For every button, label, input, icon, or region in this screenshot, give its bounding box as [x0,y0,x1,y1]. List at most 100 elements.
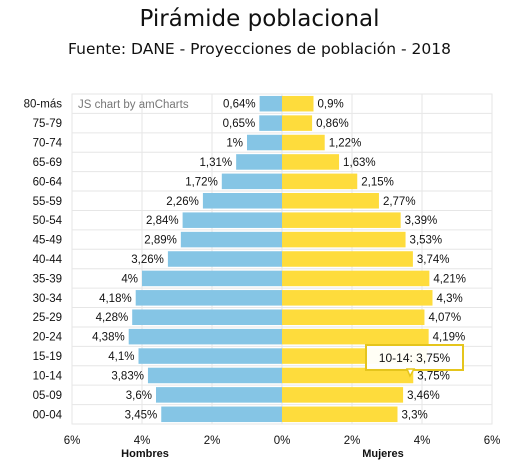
value-label-mujeres: 4,07% [428,312,461,324]
bar-mujeres[interactable] [282,270,430,287]
category-label: 35-39 [33,273,62,285]
bar-hombres[interactable] [142,270,282,287]
bar-hombres[interactable] [259,95,282,112]
bar-mujeres[interactable] [282,328,429,345]
chart-subtitle: Fuente: DANE - Proyecciones de población… [68,40,451,58]
bar-mujeres[interactable] [282,95,314,112]
bar-mujeres[interactable] [282,367,414,384]
bar-hombres[interactable] [247,134,282,151]
bar-mujeres[interactable] [282,309,425,325]
value-label-hombres: 2,26% [166,196,199,208]
category-label: 15-19 [33,351,62,363]
bar-mujeres[interactable] [282,406,398,423]
bar-mujeres[interactable] [282,173,358,190]
category-labels: 80-más 75-79 70-74 65-69 60-64 55-59 50-54 45-4… [24,99,63,422]
bar-hombres[interactable] [147,367,282,384]
category-label: 20-24 [33,332,63,344]
value-label-hombres: 4,1% [108,351,134,363]
value-label-mujeres: 3,75% [417,370,450,382]
bar-mujeres[interactable] [282,212,401,228]
value-labels: 0,64% 0,9% 0,65% 0,86% 1% 1,22% 1,31% 1,63% 1,72… [92,99,466,422]
x-tick-label: 6% [484,435,501,447]
value-label-mujeres: 1,22% [329,138,362,150]
category-label: 05-09 [33,390,62,402]
bar-hombres[interactable] [132,309,282,325]
category-label: 55-59 [33,196,62,208]
value-label-hombres: 3,26% [131,254,164,266]
bar-hombres[interactable] [135,290,282,306]
legend-hombres: Hombres [121,448,169,460]
bar-hombres[interactable] [202,193,282,209]
bar-mujeres[interactable] [282,251,413,267]
category-label: 65-69 [33,157,62,169]
chart-credit[interactable]: JS chart by amCharts [78,99,189,111]
bar-hombres[interactable] [138,348,283,364]
bar-hombres[interactable] [259,115,282,131]
value-label-mujeres: 1,63% [343,157,376,169]
value-label-hombres: 4,18% [99,293,132,305]
bar-hombres[interactable] [236,154,282,170]
bar-mujeres[interactable] [282,290,433,306]
category-label: 30-34 [33,293,63,305]
x-tick-labels: 6% 4% 2% 0% 2% 4% 6% [64,435,501,447]
category-label: 25-29 [33,312,62,324]
x-tick-label: 4% [414,435,431,447]
bar-mujeres[interactable] [282,154,340,170]
tooltip-box [365,344,464,371]
value-label-mujeres: 3,74% [417,254,450,266]
bar-hombres[interactable] [156,387,282,403]
value-label-mujeres: 3,3% [402,409,428,421]
bar-mujeres[interactable] [282,134,325,151]
category-label: 10-14 [33,370,63,382]
value-label-mujeres: 4,21% [433,273,466,285]
x-tick-label: 2% [344,435,361,447]
category-label: 75-79 [33,118,62,130]
value-label-mujeres: 4,19% [433,332,466,344]
tooltip: 10-14: 3,75% [365,344,464,378]
value-label-mujeres: 4,3% [437,293,463,305]
value-label-hombres: 3,45% [125,409,158,421]
tooltip-text: 10-14: 3,75% [379,351,451,365]
x-tick-label: 0% [274,435,291,447]
bar-mujeres[interactable] [282,387,404,403]
chart-title: Pirámide poblacional [139,6,380,32]
category-label: 45-49 [33,235,62,247]
value-label-hombres: 4,38% [92,332,125,344]
value-label-hombres: 0,65% [223,118,256,130]
value-label-hombres: 0,64% [223,99,256,111]
value-label-hombres: 2,84% [146,215,179,227]
category-label: 60-64 [33,176,63,188]
value-label-mujeres: 3,39% [405,215,438,227]
bar-hombres[interactable] [182,212,282,228]
value-label-mujeres: 2,15% [361,176,394,188]
bar-mujeres[interactable] [282,231,406,248]
value-label-hombres: 4% [121,273,138,285]
value-label-mujeres: 0,9% [318,99,344,111]
x-tick-label: 6% [64,435,81,447]
value-label-hombres: 1,31% [200,157,233,169]
bar-hombres[interactable] [128,328,282,345]
value-label-mujeres: 3,46% [407,390,440,402]
category-label: 70-74 [33,138,63,150]
bars [128,95,433,423]
bar-mujeres[interactable] [282,115,313,131]
value-label-hombres: 3,83% [111,370,144,382]
value-label-hombres: 1% [226,138,243,150]
category-label: 50-54 [33,215,63,227]
bar-hombres[interactable] [167,251,282,267]
value-label-hombres: 1,72% [185,176,218,188]
value-label-hombres: 2,89% [144,235,177,247]
value-label-mujeres: 0,86% [316,118,349,130]
value-label-hombres: 3,6% [126,390,152,402]
tooltip-pointer [405,368,416,378]
bar-mujeres[interactable] [282,193,379,209]
bar-hombres[interactable] [180,231,282,248]
value-label-mujeres: 3,53% [410,235,443,247]
category-label: 00-04 [33,409,63,421]
x-tick-label: 2% [204,435,221,447]
value-label-mujeres: 2,77% [383,196,416,208]
bar-hombres[interactable] [161,406,282,423]
bar-hombres[interactable] [221,173,282,190]
category-label: 40-44 [33,254,63,266]
